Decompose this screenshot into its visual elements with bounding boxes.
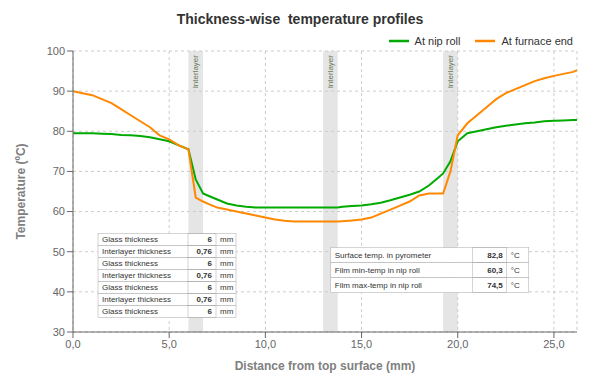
svg-text:0,0: 0,0 [65,338,80,350]
svg-text:0,76: 0,76 [196,271,212,280]
svg-text:mm: mm [220,295,234,304]
svg-text:20,0: 20,0 [447,338,468,350]
svg-text:°C: °C [511,251,520,260]
svg-text:6: 6 [208,259,213,268]
svg-text:80: 80 [53,125,65,137]
svg-text:10,0: 10,0 [255,338,276,350]
svg-text:Interlayer: Interlayer [446,55,455,89]
svg-text:25,0: 25,0 [543,338,564,350]
svg-text:°C: °C [511,281,520,290]
svg-text:6: 6 [208,235,213,244]
svg-text:70: 70 [53,165,65,177]
svg-text:Interlayer: Interlayer [191,55,200,89]
svg-text:°C: °C [511,266,520,275]
svg-text:90: 90 [53,85,65,97]
svg-text:mm: mm [220,259,234,268]
svg-text:Temperature (ºC): Temperature (ºC) [14,143,28,239]
svg-text:Interlayer thickness: Interlayer thickness [102,295,171,304]
svg-text:60,3: 60,3 [487,266,503,275]
svg-text:15,0: 15,0 [351,338,372,350]
svg-text:Interlayer thickness: Interlayer thickness [102,247,171,256]
svg-text:60: 60 [53,205,65,217]
svg-text:Film max-temp in nip roll: Film max-temp in nip roll [335,281,422,290]
svg-text:74,5: 74,5 [487,281,503,290]
svg-text:40: 40 [53,286,65,298]
svg-text:Interlayer: Interlayer [326,55,335,89]
svg-text:Distance from top surface (mm): Distance from top surface (mm) [235,359,416,373]
svg-text:Glass thickness: Glass thickness [102,307,158,316]
svg-text:mm: mm [220,235,234,244]
svg-text:mm: mm [220,271,234,280]
svg-text:100: 100 [47,45,65,57]
svg-text:Glass thickness: Glass thickness [102,283,158,292]
svg-text:Surface temp. in pyrometer: Surface temp. in pyrometer [335,251,432,260]
svg-text:0,76: 0,76 [196,247,212,256]
svg-text:mm: mm [220,283,234,292]
svg-text:mm: mm [220,307,234,316]
svg-text:6: 6 [208,283,213,292]
svg-text:0,76: 0,76 [196,295,212,304]
svg-text:82,8: 82,8 [487,251,503,260]
html-text:At furnace end: At furnace end [501,35,573,47]
svg-text:50: 50 [53,246,65,258]
html-text:Thickness-wise temperature pro: Thickness-wise temperature profiles [176,11,424,27]
svg-text:Glass thickness: Glass thickness [102,235,158,244]
svg-text:Glass thickness: Glass thickness [102,259,158,268]
svg-text:6: 6 [208,307,213,316]
svg-text:mm: mm [220,247,234,256]
svg-text:5,0: 5,0 [162,338,177,350]
svg-text:Film min-temp in nip roll: Film min-temp in nip roll [335,266,420,275]
svg-text:30: 30 [53,326,65,338]
html-text:At nip roll: At nip roll [414,35,461,47]
svg-text:Interlayer thickness: Interlayer thickness [102,271,171,280]
